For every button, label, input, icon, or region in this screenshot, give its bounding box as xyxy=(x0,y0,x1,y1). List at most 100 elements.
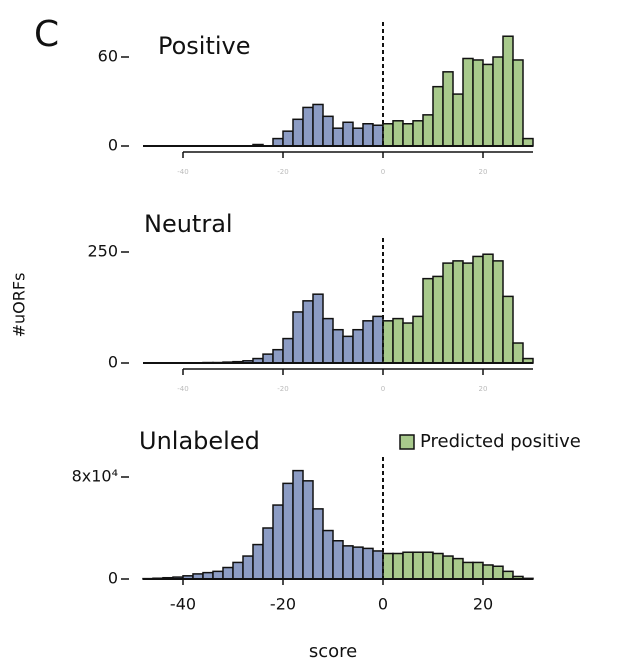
histogram-bar xyxy=(302,106,314,147)
histogram-bar xyxy=(242,555,254,580)
histogram-bar xyxy=(442,555,454,580)
histogram-bar xyxy=(422,277,434,364)
histogram-bar xyxy=(482,253,494,364)
histogram-bar xyxy=(452,557,464,580)
x-tick-label: 20 xyxy=(479,168,488,176)
histogram-bar xyxy=(232,561,244,580)
histogram-bar xyxy=(462,262,474,364)
histogram-bar xyxy=(462,561,474,580)
histogram-bar xyxy=(252,543,264,580)
histogram-bar xyxy=(292,311,304,364)
histogram-bar xyxy=(472,59,484,147)
histogram-bar xyxy=(222,566,234,580)
histogram-bar xyxy=(352,546,364,580)
histogram-bar xyxy=(322,115,334,147)
histogram-bar xyxy=(492,56,504,147)
histogram-bar xyxy=(372,550,384,580)
x-tick-label: -40 xyxy=(177,385,188,393)
histogram-bar xyxy=(502,570,514,580)
panel-title: Neutral xyxy=(144,210,233,238)
histogram-bar xyxy=(282,482,294,580)
histogram-bar xyxy=(282,337,294,364)
histogram-bar xyxy=(302,480,314,580)
histogram-bar xyxy=(422,551,434,580)
x-tick-label: 20 xyxy=(473,595,493,614)
histogram-bar xyxy=(482,564,494,580)
histogram-bar xyxy=(412,315,424,364)
histogram-bar xyxy=(392,317,404,364)
legend-swatch xyxy=(399,434,415,450)
histogram-bar xyxy=(512,342,524,364)
histogram-bar xyxy=(352,328,364,364)
histogram-bar xyxy=(312,103,324,147)
histogram-bar xyxy=(212,570,224,580)
histogram-bar xyxy=(352,127,364,147)
histogram-bar xyxy=(382,552,394,580)
y-tick-label: 250 xyxy=(87,242,118,261)
y-tick-label: 0 xyxy=(108,569,118,588)
histogram-bar xyxy=(382,320,394,364)
histogram-bar xyxy=(332,540,344,580)
x-tick-label: -20 xyxy=(277,385,288,393)
histogram-bar xyxy=(272,348,284,364)
histogram-bar xyxy=(522,137,534,147)
x-tick-label: -40 xyxy=(170,595,196,614)
y-tick-label: 8x10⁴ xyxy=(72,467,118,486)
histogram-bar xyxy=(372,124,384,147)
histogram-bar xyxy=(412,551,424,580)
histogram-bar xyxy=(332,127,344,147)
histogram-bar xyxy=(402,551,414,580)
histogram-bar xyxy=(432,552,444,580)
legend-label: Predicted positive xyxy=(420,431,581,452)
histogram-bar xyxy=(402,123,414,147)
histogram-bar xyxy=(492,565,504,580)
panel-title: Positive xyxy=(158,32,251,60)
panel-label: C xyxy=(34,14,59,55)
histogram-bar xyxy=(462,57,474,147)
x-tick-label: -20 xyxy=(270,595,296,614)
histogram-bar xyxy=(432,275,444,364)
x-tick-label: -20 xyxy=(277,168,288,176)
histogram-bar xyxy=(452,260,464,364)
histogram-bar xyxy=(492,260,504,364)
histogram-bar xyxy=(402,322,414,364)
histogram-bar xyxy=(362,123,374,147)
histogram-bar xyxy=(262,353,274,364)
y-tick-label: 60 xyxy=(98,47,118,66)
histogram-bar xyxy=(282,130,294,147)
histogram-bar xyxy=(342,335,354,364)
histogram-bar xyxy=(472,255,484,364)
histogram-bar xyxy=(432,85,444,147)
histogram-bar xyxy=(392,552,404,580)
histogram-bar xyxy=(342,121,354,147)
histogram-bar xyxy=(482,63,494,147)
histogram-bar xyxy=(442,71,454,147)
panel-title: Unlabeled xyxy=(139,427,260,455)
y-tick-label: 0 xyxy=(108,136,118,155)
x-tick-label: -40 xyxy=(177,168,188,176)
histogram-bar xyxy=(512,59,524,147)
histogram-bar xyxy=(452,93,464,147)
histogram-bar xyxy=(332,328,344,364)
histogram-bar xyxy=(272,504,284,580)
histogram-bar xyxy=(372,315,384,364)
x-tick-label: 0 xyxy=(381,168,385,176)
histogram-bar xyxy=(292,118,304,147)
histogram-bar xyxy=(422,114,434,147)
histogram-bar xyxy=(502,35,514,147)
histogram-bar xyxy=(362,320,374,364)
histogram-bar xyxy=(272,137,284,147)
y-axis-label: #uORFs xyxy=(10,273,29,338)
histogram-bar xyxy=(262,527,274,580)
histogram-bar xyxy=(472,561,484,580)
histogram-bar xyxy=(302,300,314,364)
histogram-bar xyxy=(322,529,334,580)
histogram-bar xyxy=(502,295,514,364)
histogram-bar xyxy=(362,547,374,580)
y-tick-label: 0 xyxy=(108,353,118,372)
histogram-bar xyxy=(392,120,404,147)
histogram-bar xyxy=(412,120,424,147)
x-axis-label: score xyxy=(309,641,357,660)
histogram-bar xyxy=(292,469,304,580)
